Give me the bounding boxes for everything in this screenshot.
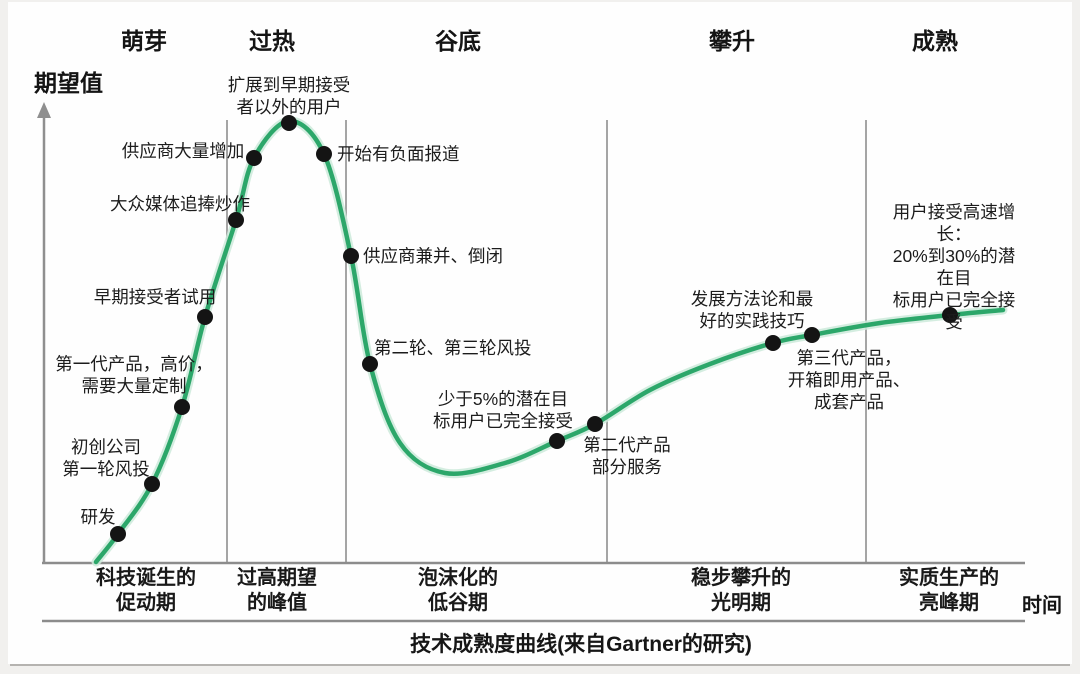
page-margin-right: [1072, 0, 1080, 674]
page-margin-left: [0, 0, 8, 674]
page-margin-top: [0, 0, 1080, 2]
page-margin-bottom: [0, 666, 1080, 674]
chart-panel: [8, 2, 1072, 664]
